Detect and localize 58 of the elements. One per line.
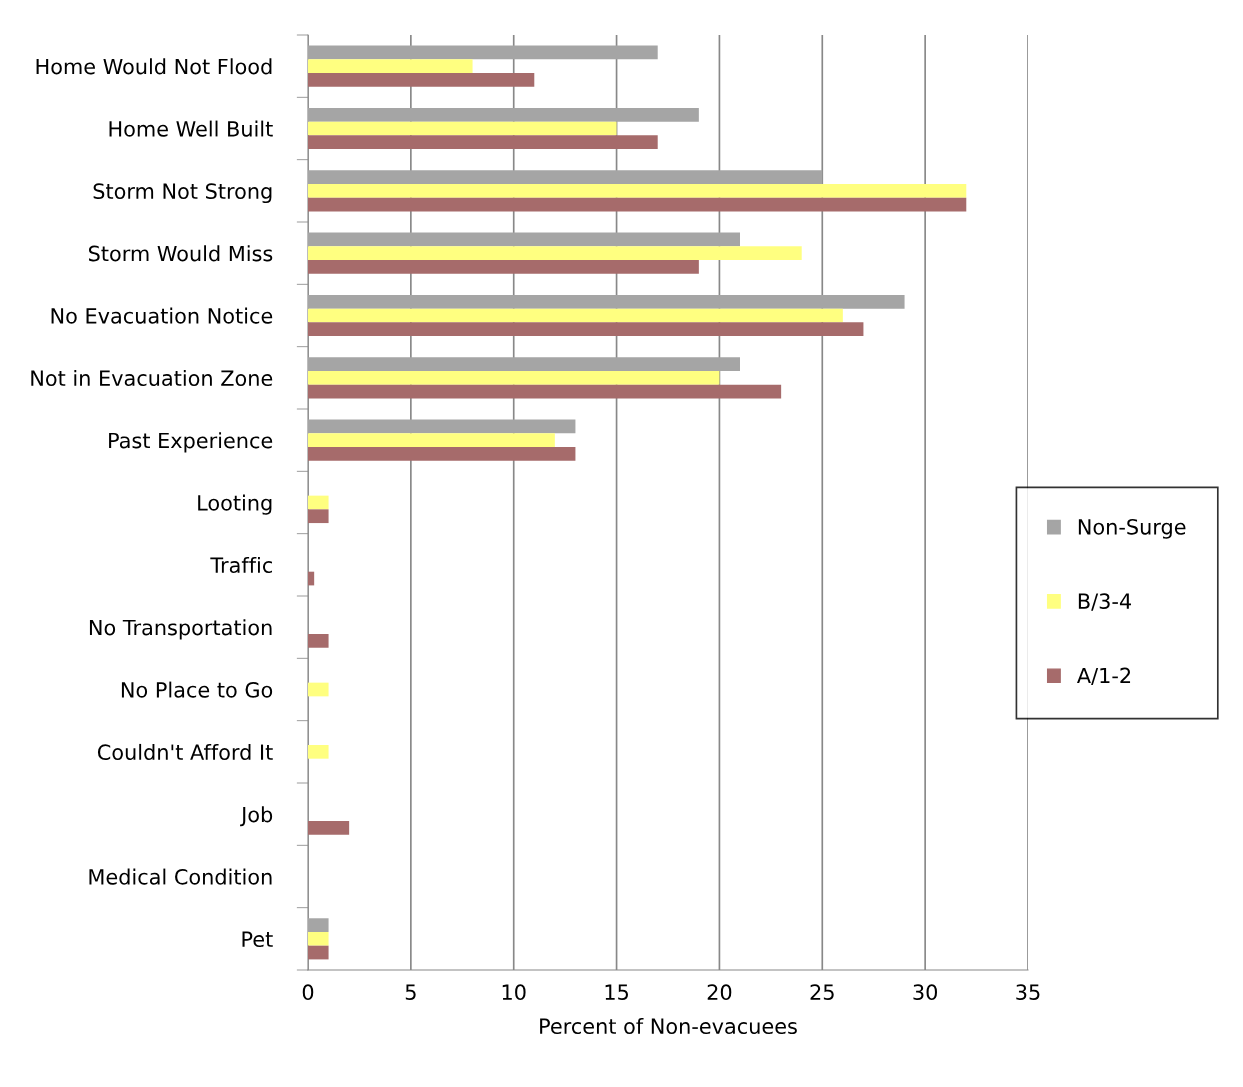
x-tick-label: 20 (707, 984, 732, 1001)
legend-label: B/3-4 (1078, 593, 1131, 611)
x-tick-label: 15 (605, 984, 629, 1001)
bar (308, 357, 740, 371)
bar (308, 322, 864, 337)
bar (308, 370, 720, 385)
x-tick-label: 5 (405, 984, 416, 1001)
bar (308, 918, 329, 932)
y-tick-label: Storm Would Miss (88, 245, 273, 262)
bar (308, 447, 576, 461)
bar (308, 634, 329, 648)
bar (308, 246, 802, 261)
bar (308, 135, 658, 150)
legend-label: Non-Surge (1078, 518, 1186, 539)
y-tick-label: Past Experience (109, 432, 273, 453)
x-tick-label: 35 (1016, 984, 1040, 1001)
x-tick-label: 0 (302, 984, 314, 1001)
bar (308, 433, 555, 448)
y-tick-label: Home Well Built (109, 120, 273, 137)
y-tick-label: Home Would Not Flood (36, 58, 272, 75)
legend-label: A/1-2 (1077, 667, 1131, 686)
bar (308, 384, 782, 399)
bar (308, 45, 658, 60)
bar (308, 744, 329, 759)
x-tick-label: 25 (810, 984, 834, 1001)
y-tick-label: Storm Not Strong (93, 183, 272, 204)
bar (308, 419, 576, 434)
y-tick-label: No Evacuation Notice (51, 307, 273, 324)
bar (308, 121, 617, 136)
bar (308, 931, 329, 946)
y-tick-label: Couldn't Afford It (97, 743, 273, 761)
bar (308, 59, 473, 74)
bar (308, 682, 329, 697)
y-tick-label: No Transportation (89, 619, 272, 640)
bar (308, 821, 350, 835)
bar (308, 495, 329, 510)
y-tick-label: Job (240, 806, 273, 827)
bar (308, 308, 843, 323)
x-tick-label: 10 (502, 984, 526, 1001)
y-tick-label: No Place to Go (121, 681, 273, 698)
x-tick-label: 30 (913, 984, 938, 1001)
y-tick-label: Traffic (210, 556, 272, 574)
bar (308, 183, 967, 198)
bar (308, 260, 699, 274)
bar (308, 73, 535, 87)
bar (308, 571, 315, 586)
bar (308, 945, 329, 960)
x-axis-title: Percent of Non-evacuees (540, 1017, 797, 1035)
y-tick-label: Pet (242, 931, 273, 948)
bar (308, 107, 699, 122)
bar (308, 294, 905, 309)
y-tick-label: Looting (198, 494, 272, 515)
y-tick-label: Not in Evacuation Zone (31, 369, 273, 387)
bar (308, 170, 823, 184)
bar (308, 509, 329, 524)
bar (308, 232, 740, 247)
bar (308, 197, 967, 212)
y-tick-label: Medical Condition (89, 868, 272, 885)
